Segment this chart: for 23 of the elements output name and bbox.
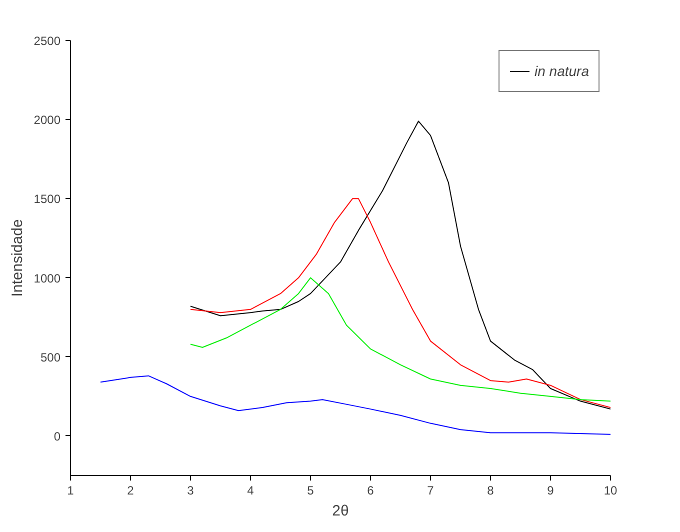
y-tick-label: 2500 bbox=[34, 34, 61, 48]
y-tick-label: 2000 bbox=[34, 113, 61, 128]
x-axis-title: 2θ bbox=[332, 502, 349, 520]
y-tick-label: 1500 bbox=[34, 192, 61, 206]
x-tick-label: 2 bbox=[127, 484, 134, 498]
x-tick-label: 10 bbox=[604, 484, 618, 498]
line-series bbox=[190, 120, 610, 410]
legend-label: in natura bbox=[534, 63, 589, 79]
x-tick-label: 3 bbox=[187, 484, 194, 498]
y-tick-label: 0 bbox=[54, 429, 61, 444]
line-series bbox=[190, 277, 610, 402]
x-tick-label: 4 bbox=[247, 484, 254, 498]
x-tick-label: 6 bbox=[367, 484, 374, 498]
x-tick-label: 8 bbox=[487, 484, 494, 498]
line-series bbox=[100, 375, 610, 435]
x-tick-label: 1 bbox=[67, 484, 74, 498]
x-tick-label: 9 bbox=[547, 484, 554, 498]
line-series bbox=[190, 198, 610, 408]
y-tick-label: 1000 bbox=[34, 271, 61, 286]
x-tick-label: 7 bbox=[427, 484, 434, 498]
y-axis-title: Intensidade bbox=[8, 219, 26, 297]
y-tick-label: 500 bbox=[40, 350, 61, 364]
x-tick-label: 5 bbox=[307, 484, 314, 498]
